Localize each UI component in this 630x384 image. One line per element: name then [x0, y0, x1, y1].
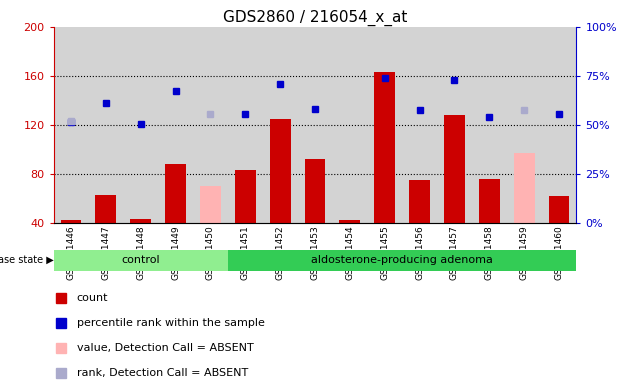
Text: control: control: [122, 255, 160, 265]
Bar: [297, 27, 333, 223]
Text: percentile rank within the sample: percentile rank within the sample: [77, 318, 265, 328]
Text: disease state ▶: disease state ▶: [0, 255, 54, 265]
Bar: [228, 27, 263, 223]
Text: aldosterone-producing adenoma: aldosterone-producing adenoma: [311, 255, 493, 265]
Bar: [200, 186, 221, 223]
Bar: [444, 115, 465, 223]
Text: rank, Detection Call = ABSENT: rank, Detection Call = ABSENT: [77, 368, 248, 378]
Bar: [479, 179, 500, 223]
Bar: [263, 27, 297, 223]
Bar: [542, 27, 576, 223]
Bar: [235, 170, 256, 223]
Bar: [60, 220, 81, 223]
Bar: [472, 27, 507, 223]
Bar: [513, 153, 535, 223]
Title: GDS2860 / 216054_x_at: GDS2860 / 216054_x_at: [223, 9, 407, 25]
Bar: [409, 180, 430, 223]
Bar: [270, 119, 290, 223]
Bar: [333, 27, 367, 223]
Bar: [165, 164, 186, 223]
Text: value, Detection Call = ABSENT: value, Detection Call = ABSENT: [77, 343, 253, 353]
Bar: [193, 27, 228, 223]
Bar: [304, 159, 326, 223]
Bar: [130, 219, 151, 223]
Bar: [54, 250, 228, 271]
Bar: [549, 196, 570, 223]
Bar: [123, 27, 158, 223]
Text: count: count: [77, 293, 108, 303]
Bar: [95, 195, 117, 223]
Bar: [367, 27, 402, 223]
Bar: [88, 27, 123, 223]
Bar: [507, 27, 542, 223]
Bar: [340, 220, 360, 223]
Bar: [158, 27, 193, 223]
Bar: [54, 27, 88, 223]
Bar: [437, 27, 472, 223]
Bar: [402, 27, 437, 223]
Bar: [374, 72, 395, 223]
Bar: [228, 250, 576, 271]
